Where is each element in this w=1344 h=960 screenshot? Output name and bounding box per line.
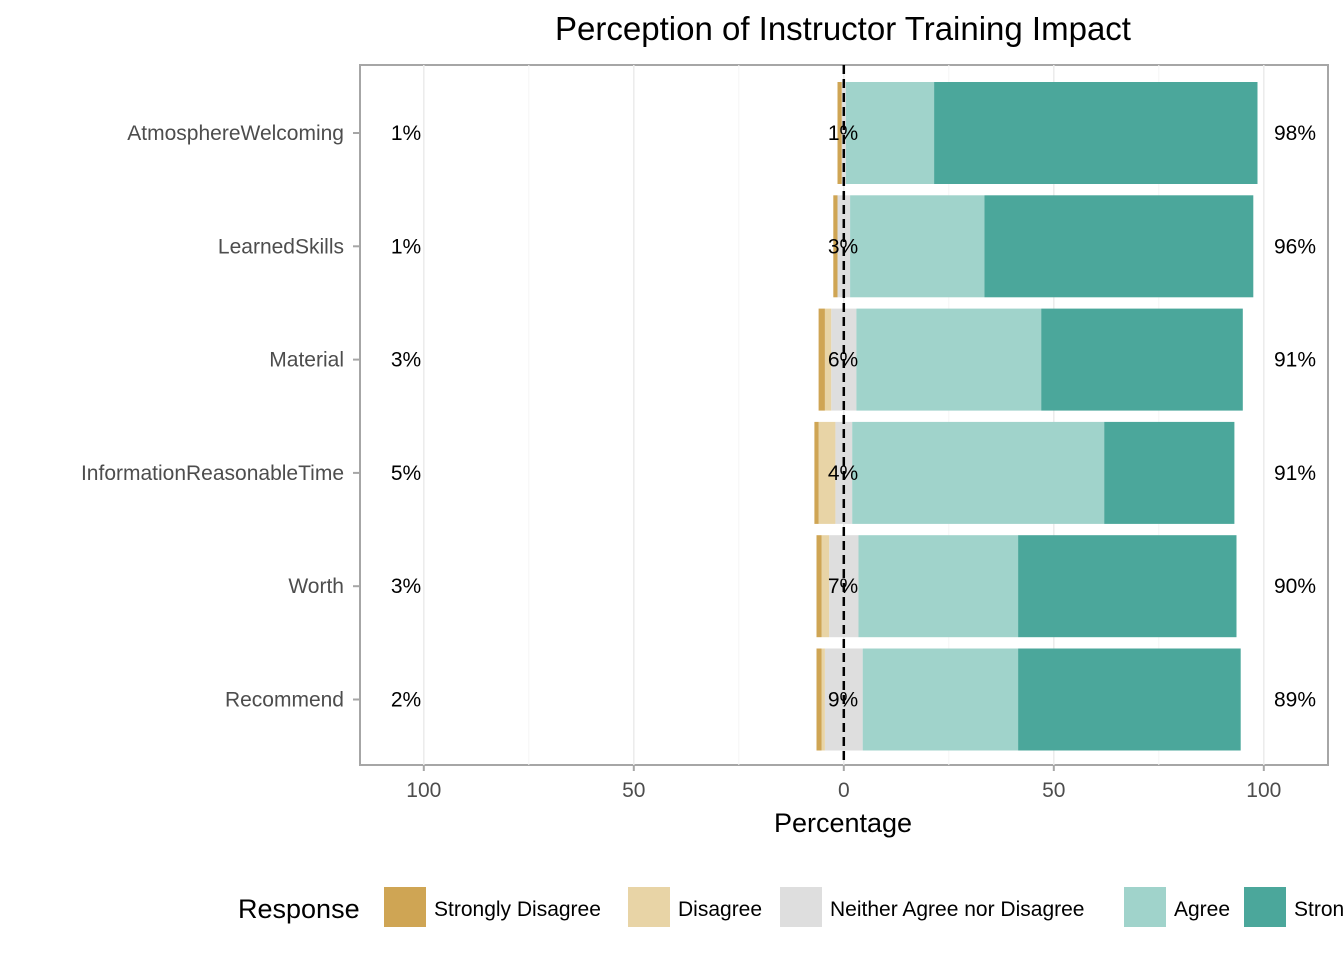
legend-key	[628, 887, 670, 927]
bar-segment	[858, 535, 1019, 638]
legend-label: Disagree	[678, 898, 762, 921]
x-tick-label: 50	[1042, 779, 1065, 802]
left-percent-label: 5%	[391, 462, 421, 485]
left-percent-label: 3%	[391, 349, 421, 372]
legend-label: Strongly Agree	[1294, 898, 1344, 921]
bar-segment	[818, 421, 836, 524]
legend-key	[1244, 887, 1286, 927]
x-tick-label: 100	[1246, 779, 1281, 802]
legend-title: Response	[238, 894, 360, 924]
bar-segment	[829, 535, 844, 638]
right-percent-label: 89%	[1274, 689, 1316, 712]
y-tick-label: Worth	[288, 575, 344, 598]
bar-segment	[843, 535, 859, 638]
center-percent-label: 3%	[828, 235, 858, 258]
bar-segment	[843, 421, 853, 524]
y-tick-label: LearnedSkills	[218, 235, 344, 258]
right-percent-label: 96%	[1274, 235, 1316, 258]
center-percent-label: 9%	[828, 689, 858, 712]
bar-segment	[984, 195, 1254, 298]
bar-segment	[1104, 421, 1235, 524]
right-percent-label: 98%	[1274, 122, 1316, 145]
y-tick-label: InformationReasonableTime	[81, 462, 344, 485]
y-tick-label: Material	[269, 349, 344, 372]
bar-segment	[1018, 535, 1237, 638]
bar-segment	[814, 421, 819, 524]
bar-segment	[856, 308, 1042, 411]
bar-segment	[821, 648, 825, 751]
bar-segment	[843, 308, 857, 411]
bar-segment	[833, 195, 838, 298]
x-axis-labels: 100 50 0 50 100	[406, 765, 1281, 802]
bar-segment	[831, 308, 844, 411]
bar-segment	[934, 82, 1258, 184]
percent-labels: 1% 1% 98% 1% 3% 96% 3% 6% 91% 5% 4% 91% 3% 7% 90% 2% 9% 8…	[391, 122, 1316, 712]
bar-segment	[837, 195, 844, 298]
bar-segment	[1041, 308, 1243, 411]
bar-segment	[862, 648, 1019, 751]
left-percent-label: 1%	[391, 235, 421, 258]
y-axis-labels: AtmosphereWelcoming LearnedSkills Material…	[81, 122, 360, 712]
legend-label: Agree	[1174, 898, 1230, 921]
legend: Response Strongly Disagree Disagree Neithe…	[238, 887, 1344, 927]
y-tick-label: AtmosphereWelcoming	[127, 122, 344, 145]
bar-segment	[824, 308, 832, 411]
bar-segment	[843, 648, 863, 751]
bar-segment	[843, 82, 846, 184]
bar-segment	[845, 82, 935, 184]
bar-segment	[852, 421, 1105, 524]
x-tick-label: 50	[622, 779, 645, 802]
legend-key	[780, 887, 822, 927]
right-percent-label: 91%	[1274, 349, 1316, 372]
right-percent-label: 90%	[1274, 575, 1316, 598]
bars-layer	[814, 82, 1258, 751]
bar-segment	[837, 82, 842, 184]
bar-segment	[1018, 648, 1241, 751]
left-percent-label: 3%	[391, 575, 421, 598]
left-percent-label: 2%	[391, 689, 421, 712]
left-percent-label: 1%	[391, 122, 421, 145]
center-percent-label: 6%	[828, 349, 858, 372]
legend-label: Strongly Disagree	[434, 898, 601, 921]
bar-segment	[841, 82, 844, 184]
bar-segment	[816, 535, 822, 638]
legend-label: Neither Agree nor Disagree	[830, 898, 1084, 921]
bar-segment	[850, 195, 985, 298]
right-percent-label: 91%	[1274, 462, 1316, 485]
bar-segment	[816, 648, 822, 751]
x-tick-label: 0	[838, 779, 850, 802]
legend-key	[1124, 887, 1166, 927]
legend-key	[384, 887, 426, 927]
bar-segment	[835, 421, 844, 524]
bar-segment	[818, 308, 825, 411]
y-tick-label: Recommend	[225, 689, 344, 712]
center-percent-label: 1%	[828, 122, 858, 145]
center-percent-label: 4%	[828, 462, 858, 485]
x-tick-label: 100	[406, 779, 441, 802]
center-percent-label: 7%	[828, 575, 858, 598]
bar-segment	[821, 535, 830, 638]
bar-segment	[824, 648, 844, 751]
bar-segment	[843, 195, 851, 298]
chart-title: Perception of Instructor Training Impact	[555, 10, 1131, 47]
x-axis-title: Percentage	[774, 808, 912, 838]
